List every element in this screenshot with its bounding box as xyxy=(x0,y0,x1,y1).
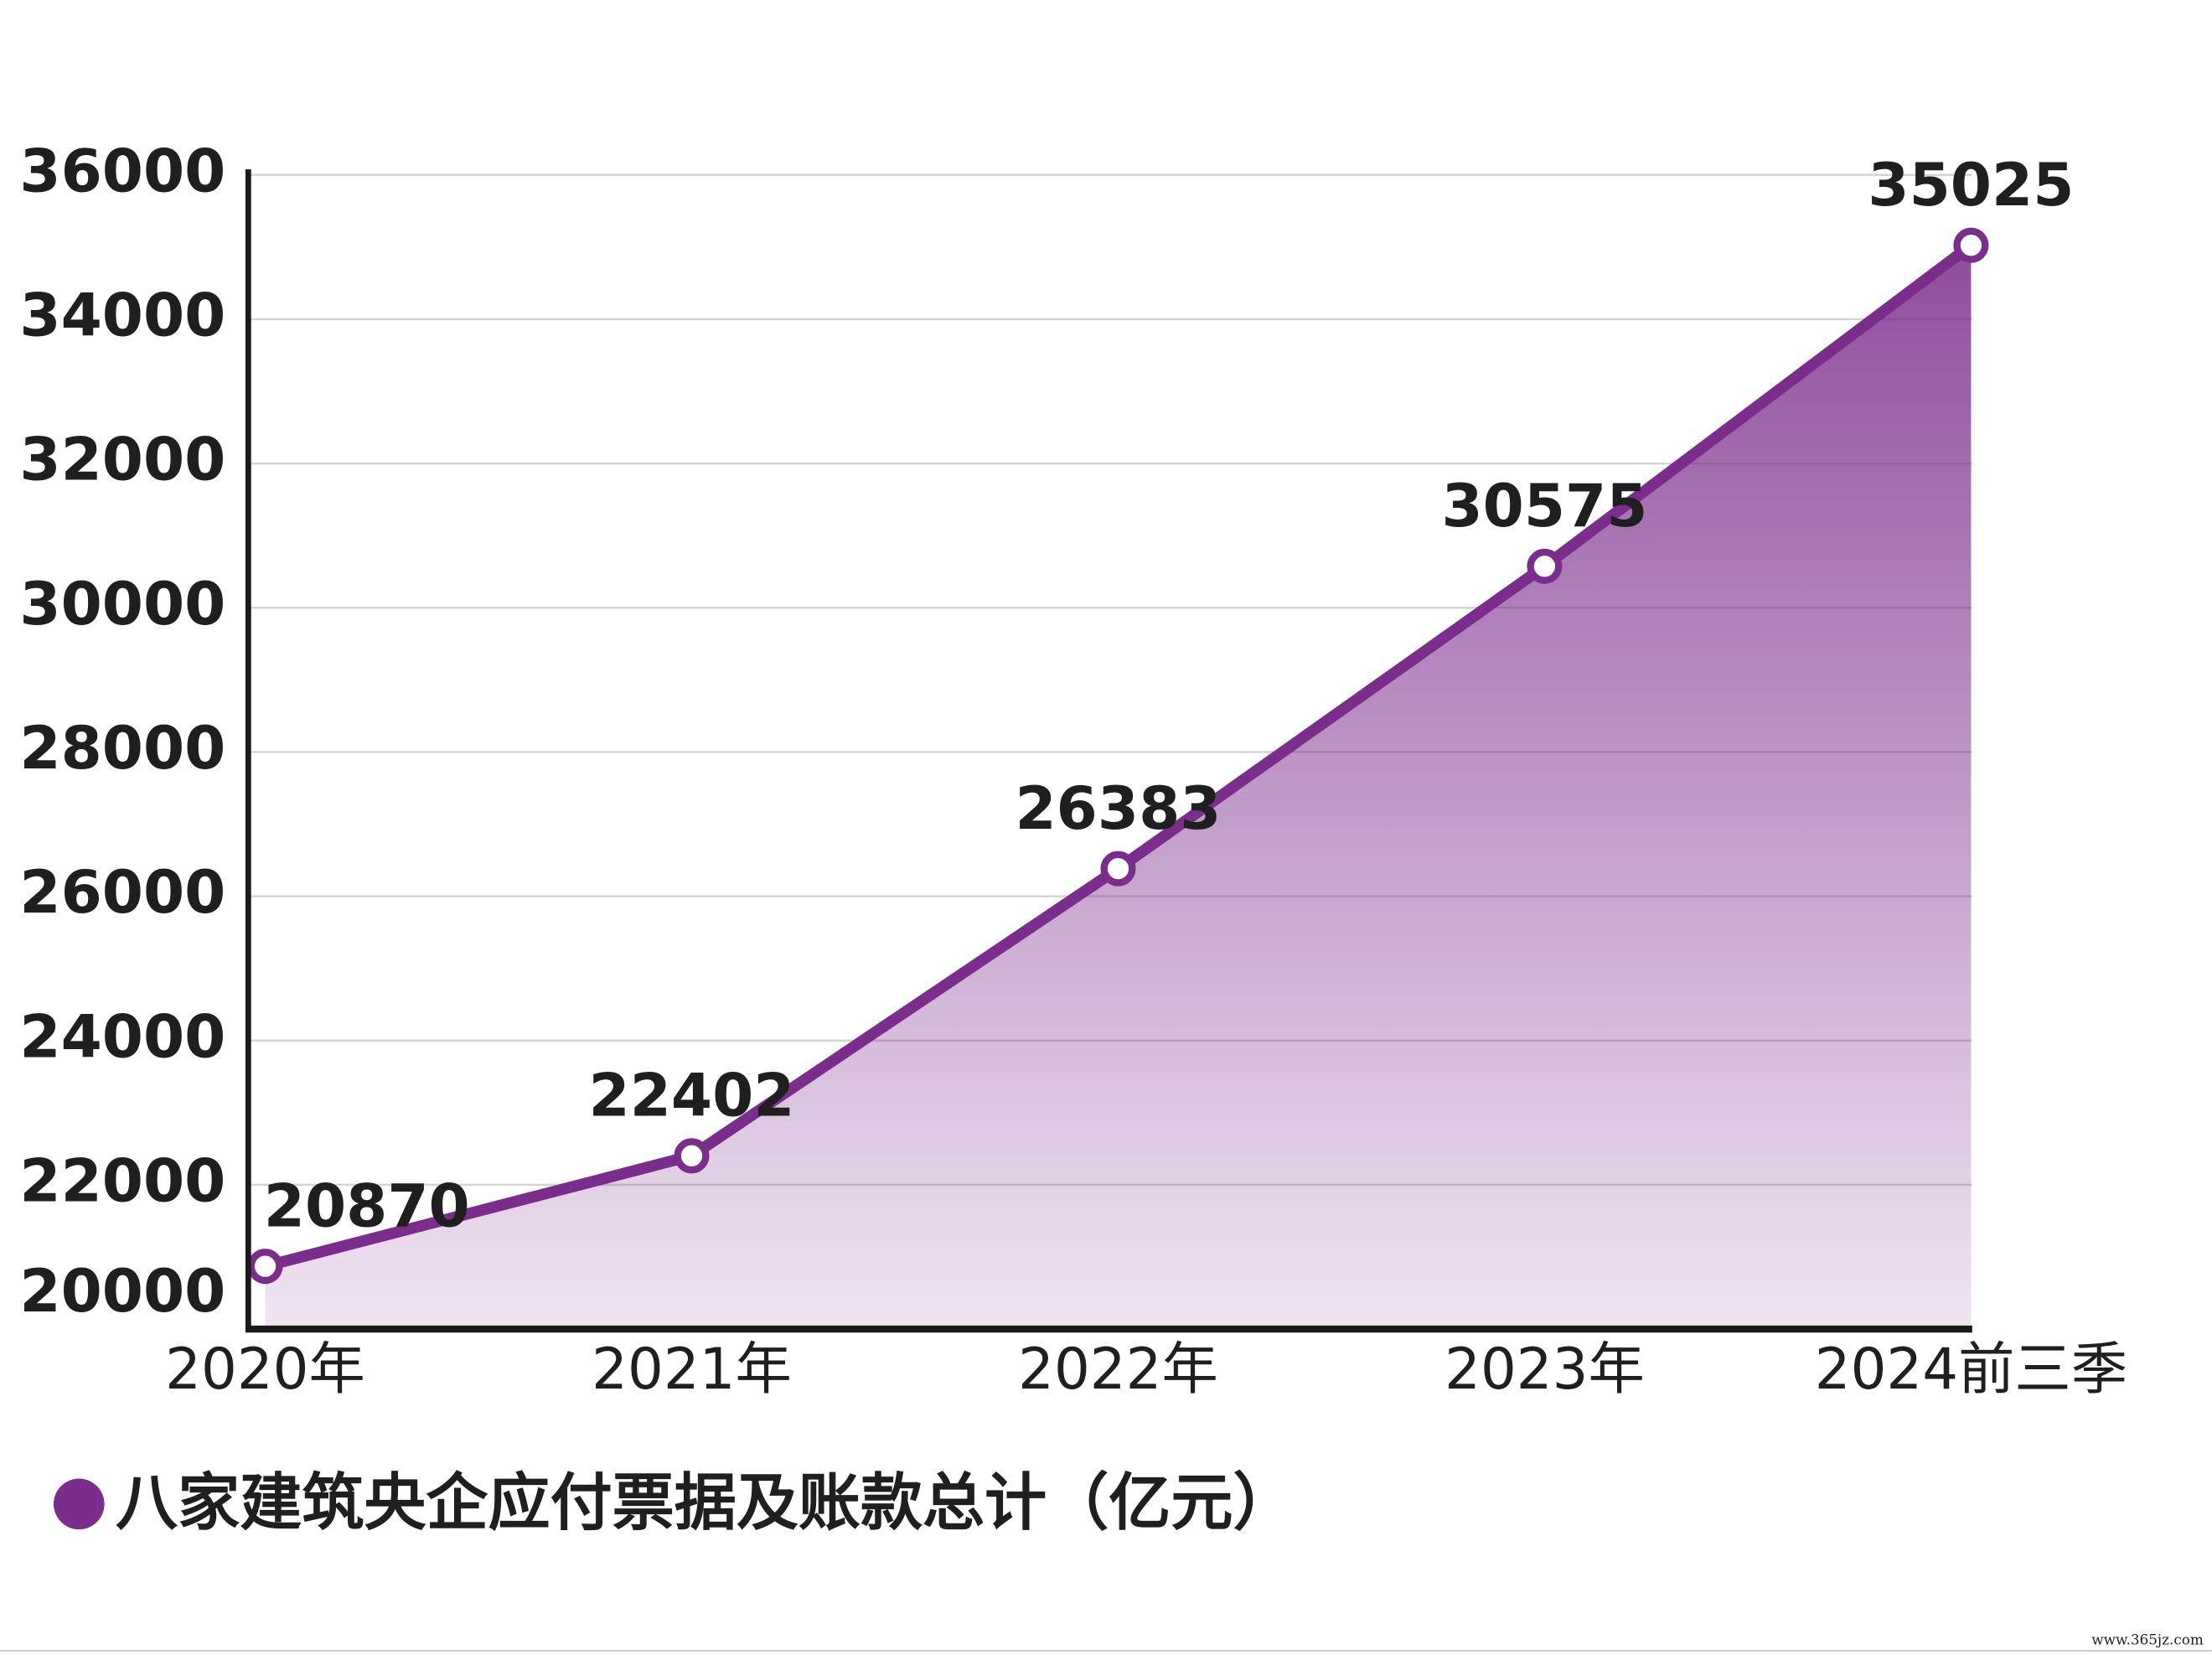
point xyxy=(1953,227,1989,263)
y-tick-label: 20000 xyxy=(19,1256,225,1326)
y-tick-label: 26000 xyxy=(19,857,225,927)
area-fill xyxy=(265,245,1972,1330)
y-tick-label: 36000 xyxy=(19,136,225,205)
y-tick-label: 28000 xyxy=(19,713,225,783)
x-tick-label: 2023年 xyxy=(1445,1336,1645,1402)
legend-marker xyxy=(53,1478,105,1530)
point xyxy=(1100,851,1136,887)
y-tick-label: 32000 xyxy=(19,425,225,494)
data-label: 20870 xyxy=(264,1171,470,1240)
y-tick-label: 30000 xyxy=(19,569,225,639)
x-tick-label: 2021年 xyxy=(592,1336,792,1402)
y-tick-label: 22000 xyxy=(19,1146,225,1215)
x-tick-label: 2020年 xyxy=(165,1336,365,1402)
watermark: www.365jz.com xyxy=(2091,1632,2204,1648)
y-tick-label: 34000 xyxy=(19,280,225,349)
x-tick-label: 2024前三季 xyxy=(1815,1336,2127,1402)
point xyxy=(247,1249,283,1285)
data-label: 22402 xyxy=(589,1060,795,1130)
data-label: 35025 xyxy=(1868,150,2074,220)
point xyxy=(674,1138,710,1174)
data-label: 26383 xyxy=(1015,773,1221,843)
point xyxy=(1527,548,1563,584)
y-tick-label: 24000 xyxy=(19,1001,225,1071)
legend-label: 八家建筑央企应付票据及账款总计（亿元） xyxy=(116,1467,1295,1539)
data-label: 30575 xyxy=(1441,471,1647,540)
x-tick-label: 2022年 xyxy=(1018,1336,1218,1402)
